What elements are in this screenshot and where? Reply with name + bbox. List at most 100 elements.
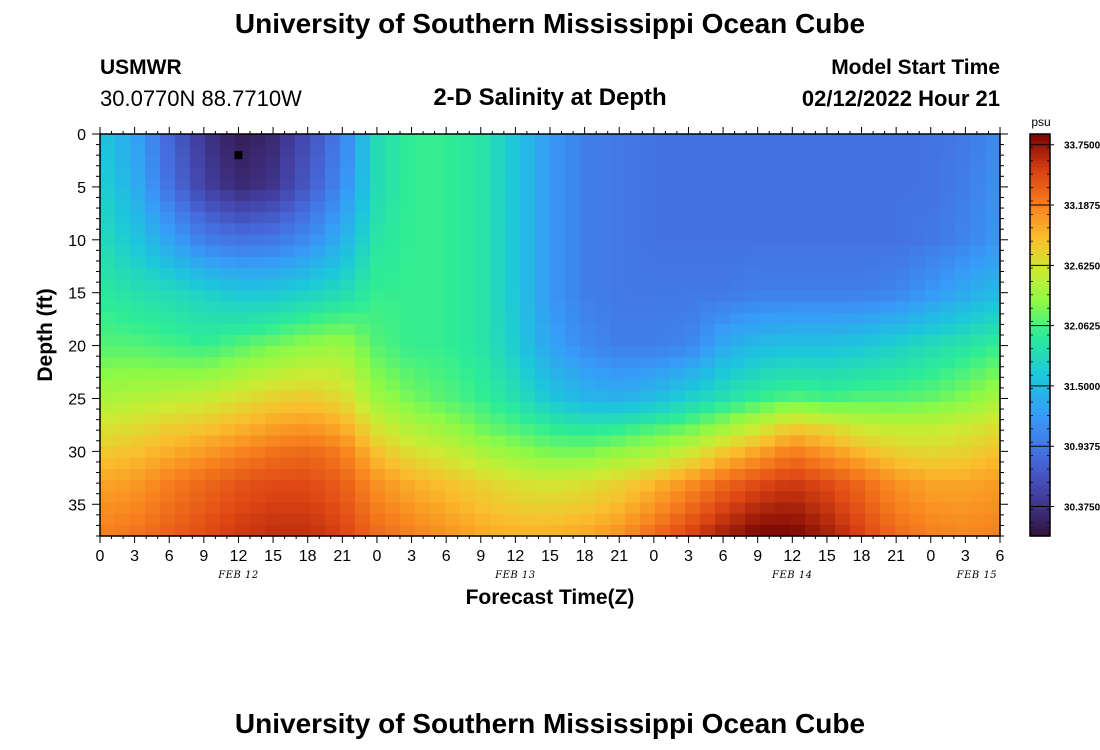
heatmap-cell xyxy=(340,469,356,481)
heatmap-cell xyxy=(730,446,746,459)
heatmap-cell xyxy=(820,424,836,437)
heatmap-cell xyxy=(145,379,161,392)
colorbar-swatch xyxy=(1030,442,1050,447)
heatmap-cell xyxy=(685,212,701,224)
heatmap-cell xyxy=(430,279,446,291)
heatmap-cell xyxy=(295,201,311,213)
heatmap-cell xyxy=(580,379,596,392)
colorbar-tick-label: 30.3750 xyxy=(1064,503,1100,514)
heatmap-cell xyxy=(925,312,941,325)
heatmap-cell xyxy=(310,480,326,492)
heatmap-cell xyxy=(475,402,491,414)
heatmap-cell xyxy=(490,424,506,437)
heatmap-cell xyxy=(595,189,611,202)
heatmap-cell xyxy=(550,524,566,537)
heatmap-cell xyxy=(520,413,536,425)
heatmap-cell xyxy=(520,335,536,347)
heatmap-cell xyxy=(565,245,581,258)
heatmap-cell xyxy=(340,212,356,224)
heatmap-cell xyxy=(850,167,866,180)
heatmap-cell xyxy=(340,323,356,336)
heatmap-cell xyxy=(970,424,986,437)
heatmap-cell xyxy=(310,379,326,392)
heatmap-cell xyxy=(655,446,671,459)
heatmap-cell xyxy=(910,234,926,247)
heatmap-cell xyxy=(790,469,806,481)
heatmap-cell xyxy=(745,167,761,180)
heatmap-cell xyxy=(280,379,296,392)
heatmap-cell xyxy=(625,256,641,269)
heatmap-cell xyxy=(400,502,416,515)
heatmap-cell xyxy=(895,457,911,470)
heatmap-cell xyxy=(910,346,926,358)
heatmap-cell xyxy=(295,480,311,492)
heatmap-cell xyxy=(235,424,251,437)
heatmap-cell xyxy=(520,201,536,213)
heatmap-cell xyxy=(835,145,851,157)
heatmap-cell xyxy=(940,223,956,236)
heatmap-cell xyxy=(505,212,521,224)
heatmap-cell xyxy=(895,212,911,224)
heatmap-cell xyxy=(700,413,716,425)
heatmap-cell xyxy=(655,290,671,303)
heatmap-cell xyxy=(100,413,116,425)
heatmap-cell xyxy=(130,178,146,191)
heatmap-cell xyxy=(205,446,221,459)
heatmap-cell xyxy=(160,335,176,347)
heatmap-cell xyxy=(205,268,221,280)
heatmap-cell xyxy=(145,424,161,437)
heatmap-cell xyxy=(160,156,176,169)
heatmap-cell xyxy=(805,167,821,180)
heatmap-cell xyxy=(595,368,611,381)
heatmap-cell xyxy=(550,323,566,336)
heatmap-cell xyxy=(850,346,866,358)
heatmap-cell xyxy=(595,178,611,191)
heatmap-cell xyxy=(925,524,941,537)
heatmap-cell xyxy=(850,301,866,314)
heatmap-cell xyxy=(790,145,806,157)
heatmap-cell xyxy=(685,145,701,157)
heatmap-cell xyxy=(250,312,266,325)
heatmap-cell xyxy=(280,524,296,537)
heatmap-cell xyxy=(175,312,191,325)
heatmap-cell xyxy=(670,323,686,336)
heatmap-cell xyxy=(400,379,416,392)
heatmap-cell xyxy=(910,256,926,269)
heatmap-cell xyxy=(535,524,551,537)
heatmap-cell xyxy=(910,167,926,180)
heatmap-cell xyxy=(970,335,986,347)
heatmap-cell xyxy=(265,323,281,336)
heatmap-cell xyxy=(565,446,581,459)
heatmap-cell xyxy=(970,346,986,358)
heatmap-cell xyxy=(205,457,221,470)
x-axis-label: Forecast Time(Z) xyxy=(466,586,635,609)
heatmap-cell xyxy=(850,189,866,202)
heatmap-cell xyxy=(730,424,746,437)
heatmap-cell xyxy=(685,301,701,314)
heatmap-cell xyxy=(235,457,251,470)
heatmap-cell xyxy=(325,491,341,504)
heatmap-cell xyxy=(805,145,821,157)
heatmap-cell xyxy=(685,435,701,448)
heatmap-cell xyxy=(775,457,791,470)
heatmap-cell xyxy=(220,312,236,325)
heatmap-cell xyxy=(385,212,401,224)
heatmap-cell xyxy=(235,189,251,202)
heatmap-cell xyxy=(280,469,296,481)
heatmap-cell xyxy=(235,145,251,157)
heatmap-cell xyxy=(490,256,506,269)
heatmap-cell xyxy=(625,323,641,336)
heatmap-cell xyxy=(205,234,221,247)
heatmap-cell xyxy=(745,446,761,459)
heatmap-cell xyxy=(955,245,971,258)
heatmap-cell xyxy=(235,435,251,448)
heatmap-cell xyxy=(430,312,446,325)
heatmap-cell xyxy=(400,513,416,526)
heatmap-cell xyxy=(310,268,326,280)
colorbar-swatch xyxy=(1030,475,1050,480)
heatmap-cell xyxy=(580,390,596,403)
heatmap-cell xyxy=(415,390,431,403)
heatmap-cell xyxy=(535,480,551,492)
heatmap-cell xyxy=(385,513,401,526)
heatmap-cell xyxy=(535,413,551,425)
